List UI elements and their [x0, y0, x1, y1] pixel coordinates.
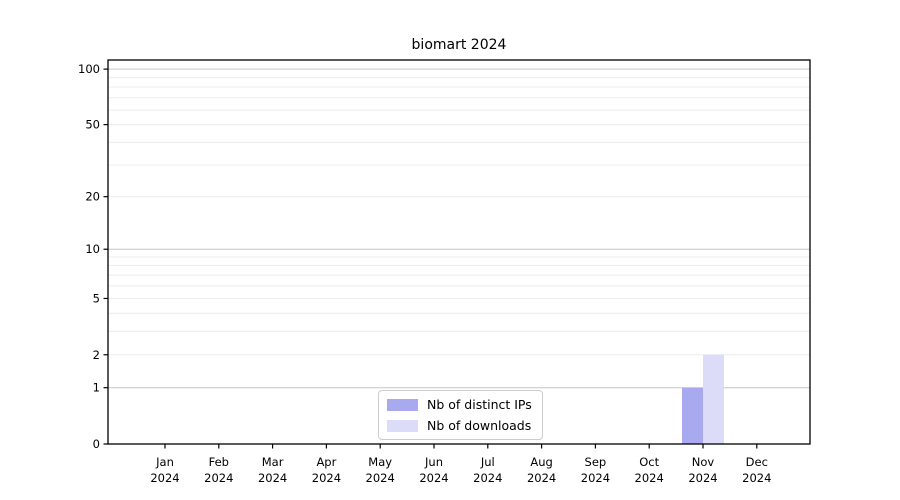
plot-border [107, 59, 811, 445]
x-tick-label-month: Oct [639, 455, 659, 469]
legend-item: Nb of distinct IPs [387, 395, 532, 414]
x-tick-label-month: Aug [530, 455, 552, 469]
legend-item: Nb of downloads [387, 416, 532, 435]
x-tick-label-year: 2024 [527, 471, 556, 485]
x-tick-label-year: 2024 [581, 471, 610, 485]
x-tick-label-month: Sep [585, 455, 607, 469]
x-tick-label-month: Nov [692, 455, 715, 469]
y-tick-label: 5 [93, 291, 100, 305]
y-tick-label: 100 [78, 62, 100, 76]
legend-label: Nb of distinct IPs [427, 397, 532, 412]
legend-label: Nb of downloads [427, 418, 532, 433]
x-tick-label-month: Apr [316, 455, 336, 469]
x-tick-label-year: 2024 [366, 471, 395, 485]
legend-swatch [387, 398, 418, 411]
x-tick-label-year: 2024 [635, 471, 664, 485]
y-tick-label: 50 [85, 118, 100, 132]
legend: Nb of distinct IPs Nb of downloads [378, 390, 543, 440]
x-tick-label-year: 2024 [204, 471, 233, 485]
x-tick-label-year: 2024 [473, 471, 502, 485]
x-tick-label-month: May [368, 455, 392, 469]
x-tick-label-year: 2024 [312, 471, 341, 485]
x-tick-label-year: 2024 [742, 471, 771, 485]
y-tick-label: 2 [93, 348, 100, 362]
x-tick-label-year: 2024 [688, 471, 717, 485]
x-tick-label-month: Jan [155, 455, 174, 469]
bar-nb-of-distinct-ips [682, 387, 703, 444]
y-tick-label: 20 [85, 190, 100, 204]
x-tick-label-year: 2024 [419, 471, 448, 485]
x-tick-label-year: 2024 [150, 471, 179, 485]
y-tick-label: 10 [85, 242, 100, 256]
x-tick-label-month: Feb [209, 455, 229, 469]
x-tick-label-month: Jul [480, 455, 495, 469]
legend-swatch [387, 419, 418, 432]
y-tick-label: 0 [93, 437, 100, 451]
x-tick-label-month: Jun [424, 455, 443, 469]
x-tick-label-month: Dec [746, 455, 768, 469]
x-tick-label-year: 2024 [258, 471, 287, 485]
y-tick-label: 1 [93, 381, 100, 395]
chart-title: biomart 2024 [411, 37, 507, 53]
x-tick-label-month: Mar [262, 455, 284, 469]
bar-nb-of-downloads [703, 354, 724, 444]
